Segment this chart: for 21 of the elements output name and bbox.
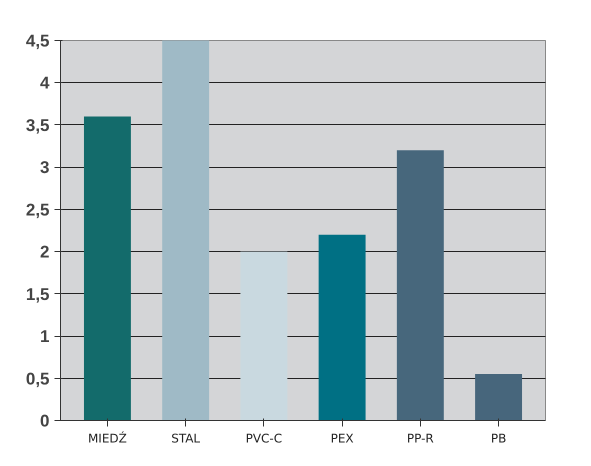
x-tick-label: MIEDŹ: [88, 430, 127, 446]
y-tick-label: 3: [40, 158, 50, 178]
bar: [162, 40, 210, 420]
y-tick-label: 0,5: [26, 369, 50, 388]
y-tick-label: 4,5: [26, 32, 50, 50]
x-tick-label: STAL: [171, 432, 200, 446]
y-tick-label: 0: [40, 412, 50, 430]
x-tick-label: PVC-C: [246, 432, 282, 446]
x-tick-label: PB: [490, 432, 506, 446]
y-tick-label: 3,5: [26, 116, 50, 135]
y-tick-label: 1,5: [26, 284, 50, 304]
y-tick-label: 1: [40, 327, 50, 346]
y-tick-label: 2,5: [26, 200, 50, 220]
bar: [396, 150, 444, 420]
x-tick-label: PP-R: [406, 432, 434, 446]
bar: [84, 116, 131, 420]
bar: [318, 234, 366, 420]
y-tick-label: 2: [40, 242, 50, 262]
bar: [475, 374, 522, 420]
x-tick-label: PEX: [330, 432, 354, 446]
y-tick-label: 4: [40, 74, 50, 93]
